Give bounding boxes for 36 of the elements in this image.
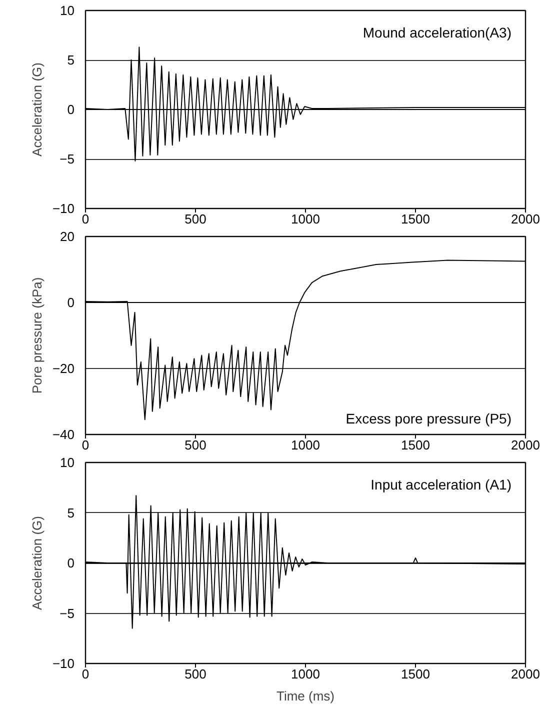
y-axis-title: Pore pressure (kPa) (29, 277, 44, 394)
x-tick-label: 2000 (511, 666, 540, 682)
x-tick-label: 0 (82, 212, 90, 226)
annotation: Input acceleration (A1) (370, 476, 512, 492)
x-tick-label: 2000 (511, 438, 540, 452)
x-tick-label: 1000 (291, 438, 320, 452)
x-tick-label: 1500 (401, 666, 430, 682)
y-tick-label: 0 (67, 102, 75, 117)
annotation: Excess pore pressure (P5) (346, 410, 512, 426)
x-tick-label: 1000 (291, 212, 320, 226)
x-tick-label: 0 (82, 438, 90, 452)
y-tick-label: −40 (52, 427, 75, 442)
y-tick-label: 5 (67, 52, 75, 68)
y-tick-label: −20 (52, 361, 75, 376)
y-tick-label: 10 (60, 3, 75, 18)
x-tick-label: 500 (184, 666, 206, 682)
x-axis-title: Time (ms) (276, 688, 335, 704)
x-tick-label: 0 (82, 666, 90, 682)
x-tick-label: 500 (184, 438, 206, 452)
y-tick-label: 0 (67, 295, 75, 310)
annotation: Mound acceleration(A3) (362, 24, 512, 40)
y-tick-label: −5 (60, 152, 75, 166)
y-tick-label: −5 (60, 606, 75, 621)
y-tick-label: −10 (52, 656, 75, 671)
y-tick-label: −10 (52, 201, 75, 216)
x-tick-label: 1000 (291, 666, 320, 682)
x-tick-label: 2000 (511, 212, 540, 226)
y-tick-label: 0 (67, 556, 75, 570)
x-tick-label: 500 (184, 212, 206, 226)
y-axis-title: Acceleration (G) (29, 516, 44, 610)
y-tick-label: 10 (60, 455, 75, 470)
y-axis-title: Acceleration (G) (29, 62, 44, 156)
x-tick-label: 1500 (401, 212, 430, 226)
y-tick-label: 5 (67, 505, 75, 520)
x-tick-label: 1500 (401, 438, 430, 452)
y-tick-label: 20 (60, 229, 75, 244)
